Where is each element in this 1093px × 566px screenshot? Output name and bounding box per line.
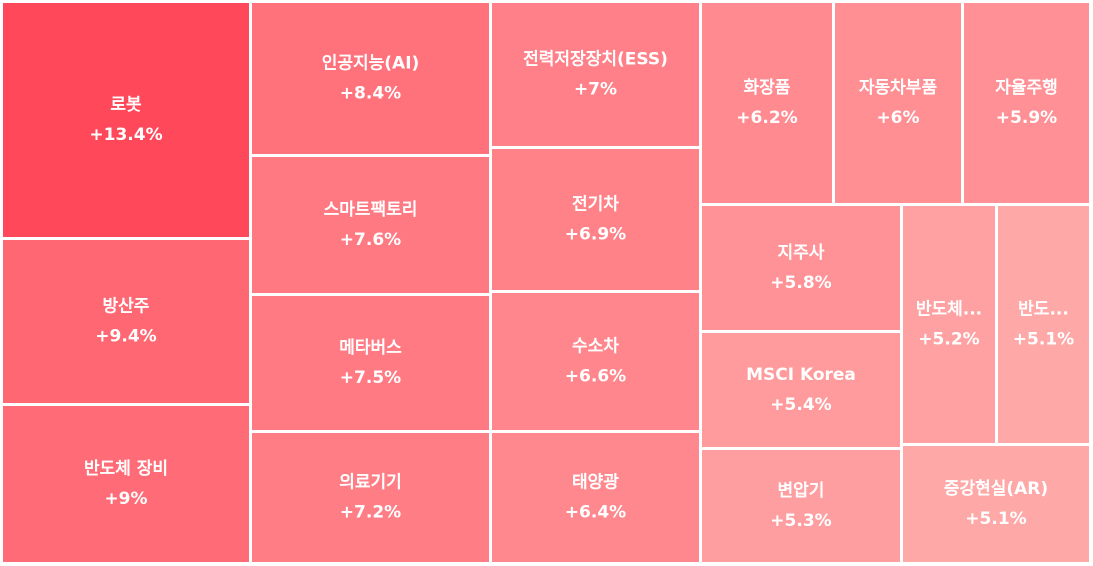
- tile-value: +7.6%: [340, 230, 401, 250]
- tile-value: +7.2%: [340, 503, 401, 523]
- tile-value: +5.2%: [918, 330, 979, 350]
- tile-label: 지주사: [778, 243, 825, 263]
- tile-label: 의료기기: [339, 473, 402, 493]
- tile-value: +6%: [876, 108, 919, 128]
- tile: [702, 206, 900, 330]
- tile: [835, 3, 961, 203]
- tile-label: 스마트팩토리: [324, 200, 418, 220]
- tile: [964, 3, 1089, 203]
- tile-label: 메타버스: [339, 338, 402, 358]
- tile-value: +5.4%: [770, 395, 831, 415]
- tile-value: +7.5%: [340, 368, 401, 388]
- tile: [492, 3, 699, 146]
- tile-label: 반도체 장비: [84, 459, 168, 479]
- tile-value: +6.9%: [565, 225, 626, 245]
- tile-label: 전기차: [572, 195, 619, 215]
- tile: [492, 433, 699, 562]
- tile: [3, 3, 249, 237]
- tile: [702, 3, 832, 203]
- tile-label: 태양광: [572, 473, 619, 493]
- tile: [3, 240, 249, 403]
- tile-value: +5.1%: [1013, 330, 1074, 350]
- tile-value: +5.3%: [770, 511, 831, 531]
- tile: [903, 206, 995, 443]
- tile: [998, 206, 1089, 443]
- tile-value: +6.4%: [565, 503, 626, 523]
- tile: [3, 406, 249, 562]
- tile-value: +5.9%: [996, 108, 1057, 128]
- tile: [702, 333, 900, 447]
- tile: [492, 149, 699, 290]
- tile: [702, 450, 900, 562]
- tile-label: 반도...: [1018, 300, 1069, 320]
- tile-label: MSCI Korea: [746, 365, 856, 385]
- tile-label: 화장품: [744, 78, 791, 98]
- tile: [252, 3, 489, 154]
- tile-value: +6.6%: [565, 367, 626, 387]
- tile-label: 자동차부품: [859, 78, 938, 98]
- tile-value: +7%: [574, 80, 617, 100]
- tile-value: +5.8%: [770, 273, 831, 293]
- tile: [252, 433, 489, 562]
- tile-label: 방산주: [103, 297, 150, 317]
- tile: [252, 157, 489, 293]
- tile: [903, 446, 1089, 562]
- tile-label: 증강현실(AR): [944, 479, 1048, 499]
- tile-label: 수소차: [572, 337, 619, 357]
- tile-label: 인공지능(AI): [322, 54, 420, 74]
- tile-label: 전력저장장치(ESS): [523, 50, 668, 70]
- tile-label: 자율주행: [995, 78, 1058, 98]
- tile-value: +9.4%: [95, 327, 156, 347]
- tile-label: 반도체...: [916, 300, 982, 320]
- tile-value: +6.2%: [736, 108, 797, 128]
- tile-value: +13.4%: [89, 125, 162, 145]
- tile-value: +9%: [104, 489, 147, 509]
- tile: [252, 296, 489, 430]
- tile-label: 로봇: [110, 95, 142, 115]
- tile-label: 변압기: [778, 480, 825, 501]
- tile-value: +8.4%: [340, 84, 401, 104]
- tile: [492, 293, 699, 430]
- tile-value: +5.1%: [965, 509, 1026, 529]
